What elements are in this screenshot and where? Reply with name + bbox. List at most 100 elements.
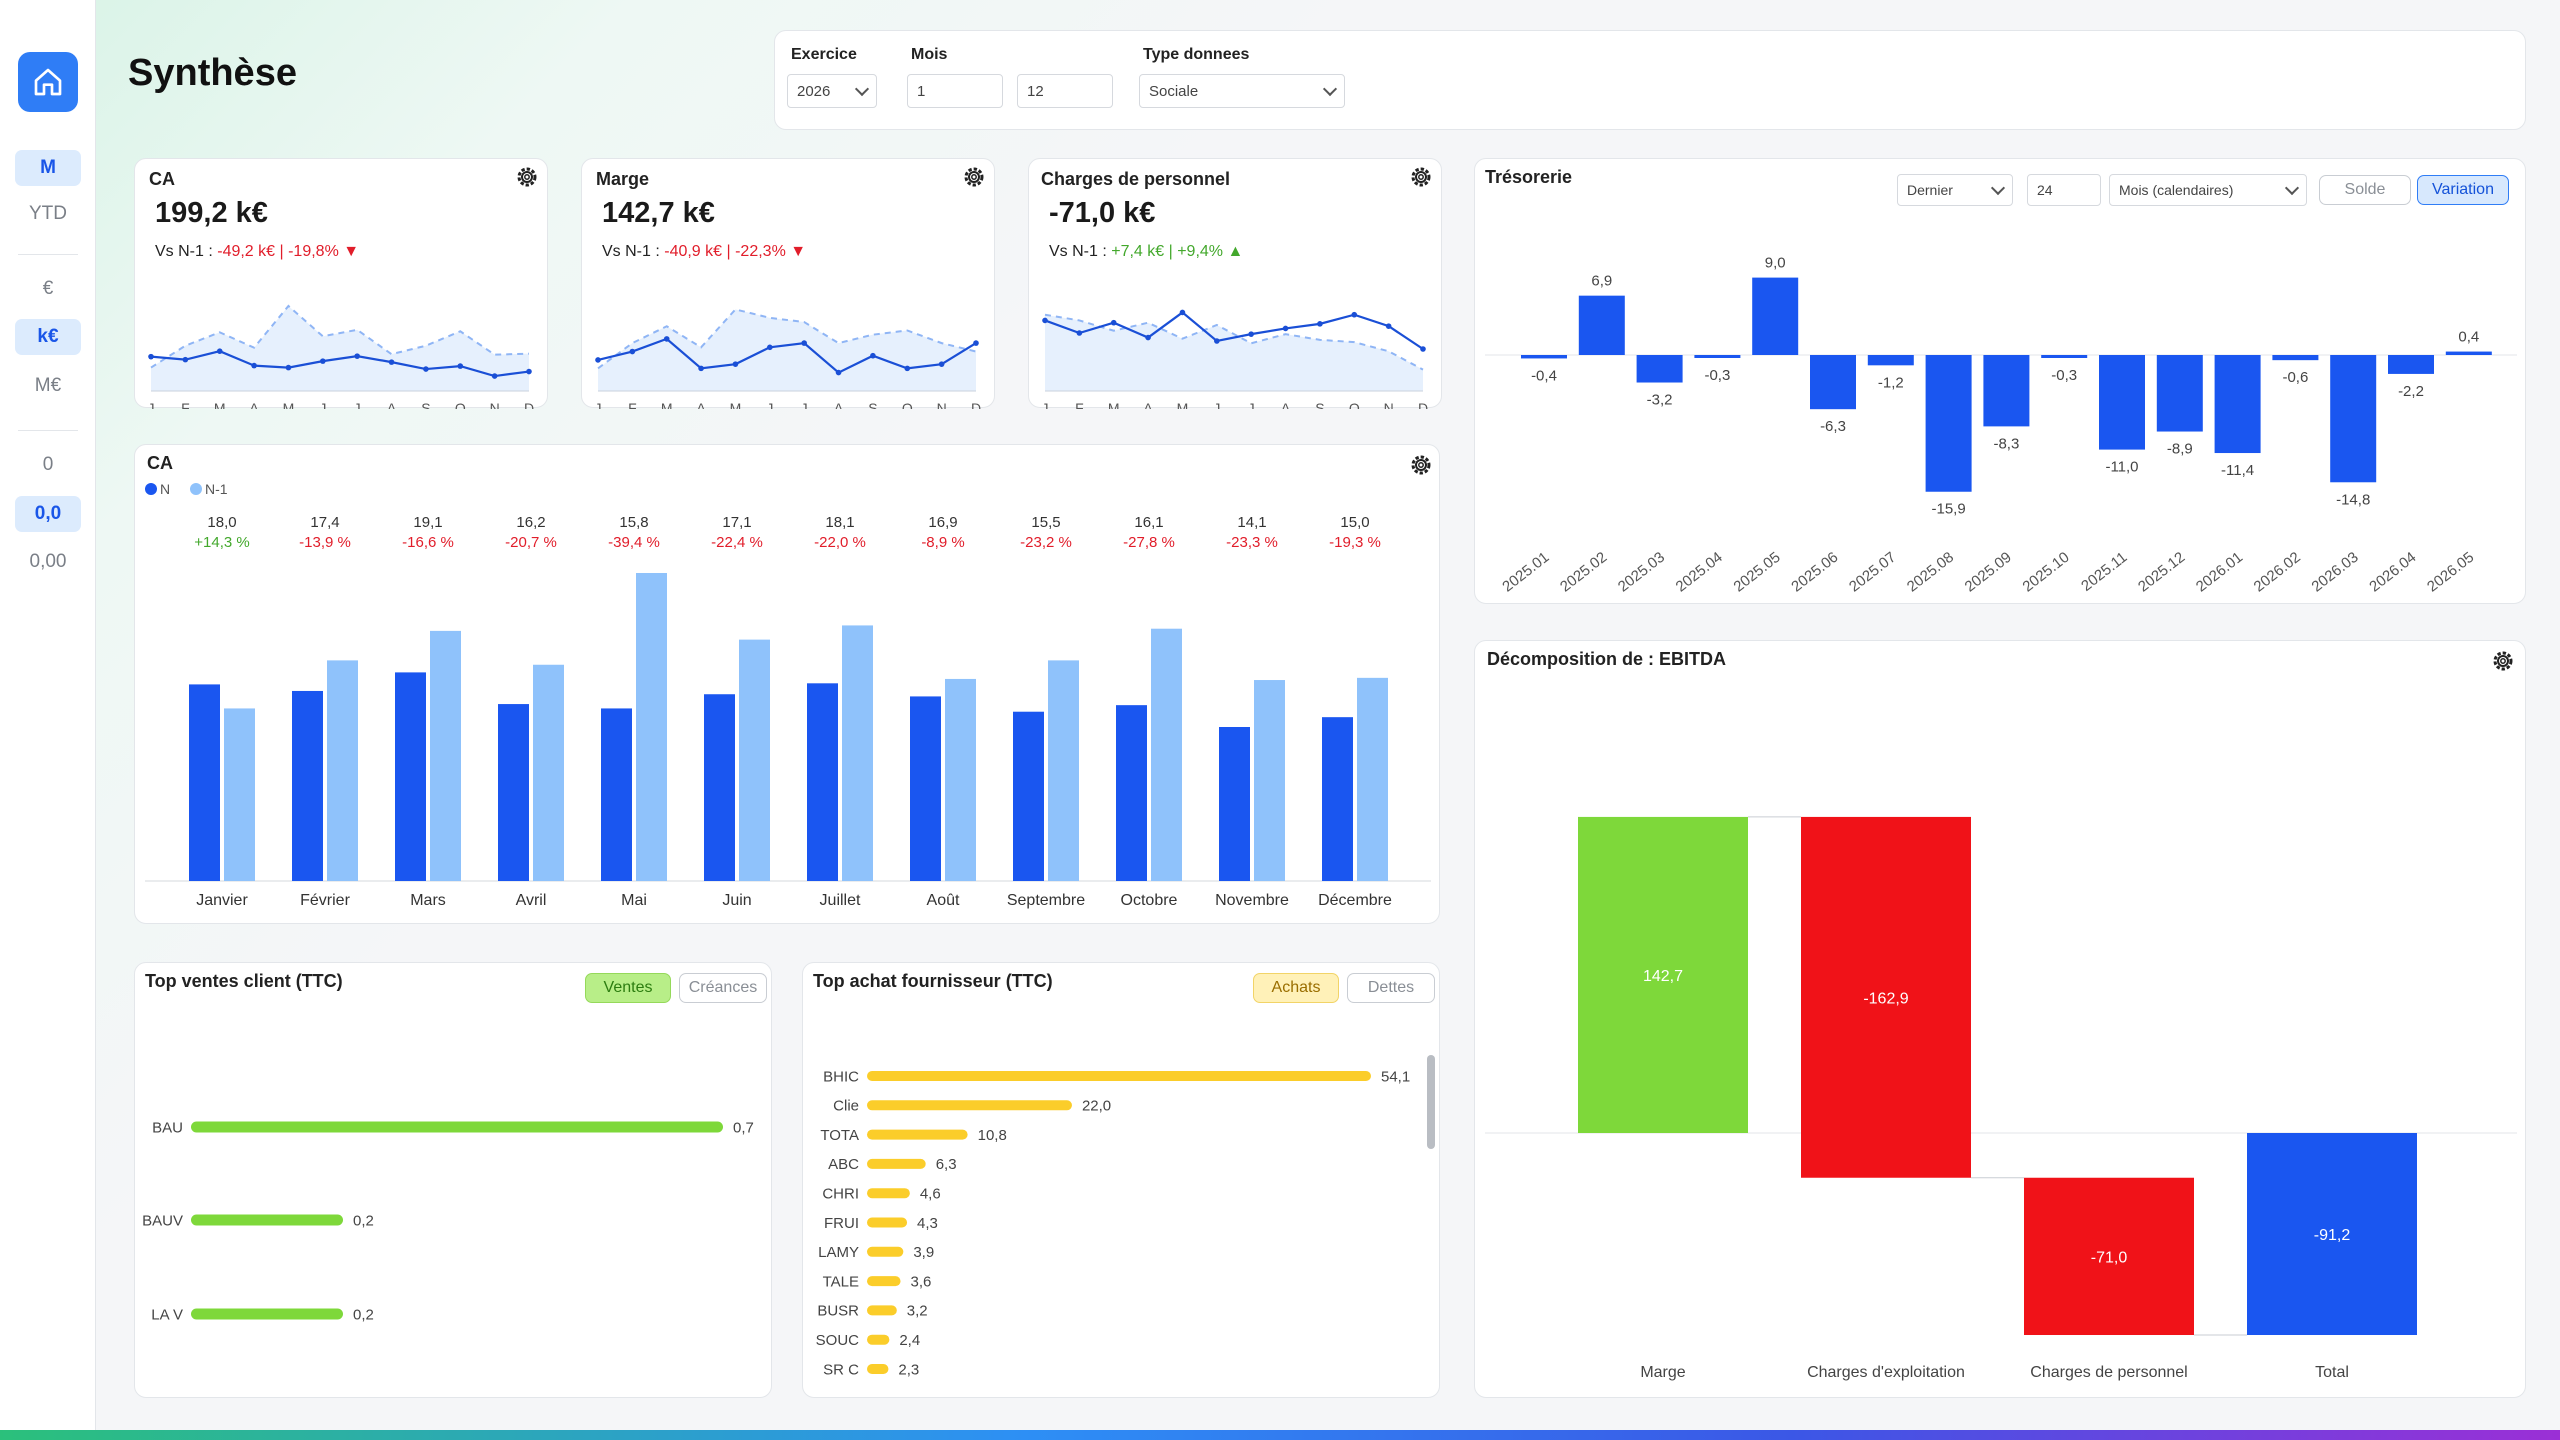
bar: [2445, 351, 2492, 355]
unit-euro-option[interactable]: €: [42, 278, 54, 299]
home-button[interactable]: [18, 52, 78, 112]
value-label: 3,6: [911, 1273, 932, 1290]
percent-label: -19,3 %: [1329, 534, 1381, 551]
mois-from-input[interactable]: 1: [907, 74, 1003, 108]
period-month-option[interactable]: M: [15, 150, 81, 186]
month-tick-label: D: [524, 400, 534, 409]
legend-n-marker: [145, 483, 157, 495]
sparkline-point: [457, 363, 464, 369]
value-label: 3,9: [913, 1244, 934, 1261]
tresorerie-bar-chart: -0,4 2025.01 6,9 2025.02 -3,2 2025.03 -0,3 2025…: [1485, 255, 2517, 596]
decimals-1-option[interactable]: 0,0: [15, 496, 81, 532]
bar: [867, 1071, 1371, 1081]
trend-up-icon: ▲: [1227, 243, 1244, 260]
gear-icon[interactable]: [2491, 649, 2515, 673]
value-label: 54,1: [1381, 1068, 1410, 1085]
exercice-value: 2026: [797, 82, 831, 100]
value-label: -11,4: [2221, 462, 2254, 479]
gear-icon[interactable]: [515, 165, 539, 189]
sparkline-n1-area: [151, 305, 529, 391]
value-label: -71,0: [2091, 1249, 2128, 1266]
value-label: 18,1: [825, 514, 854, 531]
ebitda-panel: Décomposition de : EBITDA 142,7 Marge -162…: [1474, 640, 2526, 1398]
decimals-0-option[interactable]: 0: [42, 454, 54, 475]
vs-value: -49,2 k€ | -19,8%: [217, 243, 339, 260]
gear-icon[interactable]: [1409, 165, 1433, 189]
waterfall-bar: [2247, 1133, 2417, 1336]
kpi-card-marge: Marge 142,7 k€ Vs N-1 : -40,9 k€ | -22,3…: [581, 158, 995, 409]
type-select[interactable]: Sociale: [1139, 74, 1345, 108]
month-tick-label: J: [148, 400, 155, 409]
bar: [2214, 355, 2261, 454]
sparkline-point: [1248, 331, 1254, 337]
kpi-value: -71,0 k€: [1049, 197, 1156, 229]
chart-title: Trésorerie: [1485, 167, 1573, 187]
bar-n1: [1254, 680, 1285, 881]
ventes-button[interactable]: Ventes: [585, 973, 671, 1003]
kpi-title: Charges de personnel: [1041, 169, 1231, 189]
value-label: 6,3: [936, 1156, 957, 1173]
category-label: 2025.06: [1788, 549, 1841, 596]
kpi-title: Marge: [596, 169, 650, 189]
value-label: -8,3: [1993, 435, 2019, 452]
ca-chart-panel: CA N N-1 18,0 +14,3 % Janvier 17,4 -13,9 % Févr…: [134, 444, 1440, 924]
sparkline-point: [904, 365, 911, 372]
bar-n: [601, 708, 632, 881]
month-tick-label: F: [181, 400, 190, 409]
waterfall-bar: [2024, 1177, 2194, 1336]
sparkline-point: [1420, 346, 1426, 352]
creances-button[interactable]: Créances: [679, 973, 767, 1003]
dettes-button[interactable]: Dettes: [1347, 973, 1435, 1003]
category-label: Charges de personnel: [2030, 1364, 2187, 1381]
category-label: 2026.04: [2366, 549, 2419, 596]
achats-button[interactable]: Achats: [1253, 973, 1339, 1003]
item-name-label: TALE: [823, 1273, 859, 1290]
month-tick-label: S: [421, 400, 430, 409]
sparkline-point: [354, 353, 360, 359]
value-label: 16,1: [1134, 514, 1163, 531]
sparkline-point: [698, 365, 704, 372]
tresorerie-count-input[interactable]: 24: [2027, 174, 2101, 206]
legend-n1-label: N-1: [205, 481, 228, 497]
month-tick-label: A: [387, 400, 397, 409]
mois-to-input[interactable]: 12: [1017, 74, 1113, 108]
item-name-label: ABC: [828, 1156, 859, 1173]
unit-meuro-option[interactable]: M€: [34, 375, 62, 396]
item-name-label: SR C: [823, 1361, 859, 1378]
value-label: -14,8: [2336, 491, 2370, 508]
category-label: 2026.01: [2193, 549, 2246, 596]
exercice-select[interactable]: 2026: [787, 74, 877, 108]
period-ytd-option[interactable]: YTD: [29, 203, 67, 224]
month-tick-label: A: [696, 400, 706, 409]
tresorerie-period-select[interactable]: Mois (calendaires): [2109, 174, 2307, 206]
value-label: 2,4: [899, 1332, 920, 1349]
unit-keuro-option[interactable]: k€: [15, 319, 81, 355]
value-label: 0,7: [733, 1119, 754, 1136]
value-label: 15,0: [1340, 514, 1369, 531]
bar: [867, 1276, 901, 1287]
percent-label: -13,9 %: [299, 534, 351, 551]
category-label: Septembre: [1007, 892, 1085, 909]
bar-n1: [842, 625, 873, 881]
gear-icon[interactable]: [1409, 453, 1433, 477]
month-tick-label: D: [971, 400, 981, 409]
category-label: Avril: [516, 892, 547, 909]
month-tick-label: J: [1042, 400, 1049, 409]
top-ventes-chart: BAU 0,7 BAUV 0,2 LA V 0,2: [142, 1119, 754, 1323]
bar: [2330, 355, 2377, 483]
category-label: Juillet: [820, 892, 861, 909]
solde-button[interactable]: Solde: [2319, 175, 2411, 205]
sparkline-point: [491, 373, 498, 379]
bar-n: [1219, 727, 1250, 881]
month-tick-label: J: [1213, 400, 1220, 409]
variation-button[interactable]: Variation: [2417, 175, 2509, 205]
category-label: Juin: [722, 892, 751, 909]
decimals-2-option[interactable]: 0,00: [29, 551, 67, 572]
category-label: 2025.12: [2135, 549, 2188, 596]
gear-icon[interactable]: [962, 165, 986, 189]
scrollbar[interactable]: [1427, 1055, 1435, 1149]
bar: [867, 1246, 904, 1257]
sparkline-point: [216, 348, 223, 354]
tresorerie-mode-select[interactable]: Dernier: [1897, 174, 2013, 206]
